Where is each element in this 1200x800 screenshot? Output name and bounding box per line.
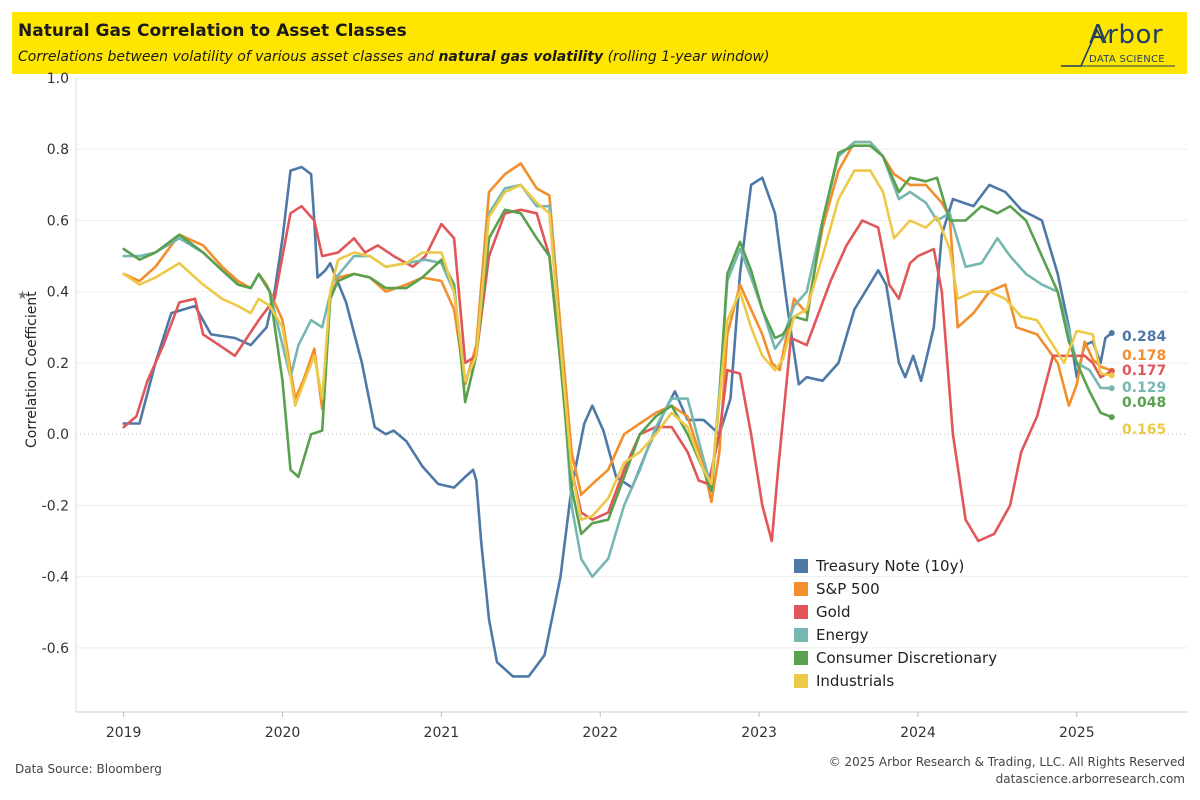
pin-icon: ★ (17, 288, 28, 302)
legend-item-gold[interactable]: Gold (794, 600, 997, 623)
legend-swatch (794, 650, 808, 665)
end-label-energy: 0.129 (1122, 380, 1166, 396)
end-point-gold (1108, 368, 1115, 375)
legend-label: Consumer Discretionary (816, 648, 998, 667)
subtitle-text-start: Correlations between volatility of vario… (18, 49, 439, 65)
subtitle-text-bold: natural gas volatility (438, 49, 604, 65)
y-tick-label: 0.0 (47, 427, 69, 443)
chart-header: Natural Gas Correlation to Asset Classes… (12, 12, 1187, 74)
legend-item-industrials[interactable]: Industrials (794, 669, 997, 692)
legend-item-energy[interactable]: Energy (794, 623, 997, 646)
legend-item-consumer-discretionary[interactable]: Consumer Discretionary (794, 646, 997, 669)
chart-legend: Treasury Note (10y) S&P 500 Gold Energy Cons… (794, 554, 997, 692)
end-point-energy (1108, 385, 1115, 392)
series-line-industrials (122, 169, 1113, 521)
end-label-industrials: 0.165 (1122, 422, 1166, 438)
end-point-industrials (1108, 372, 1115, 379)
x-tick-label: 2025 (1059, 725, 1095, 741)
legend-swatch (794, 673, 808, 688)
website-link[interactable]: datascience.arborresearch.com (995, 772, 1185, 786)
legend-label: S&P 500 (816, 579, 880, 598)
legend-label: Gold (816, 602, 851, 621)
x-tick-label: 2020 (265, 725, 301, 741)
logo-subtext: DATA SCIENCE (1089, 54, 1165, 65)
series-line-energy (122, 140, 1113, 578)
y-tick-label: 0.8 (47, 142, 69, 158)
y-tick-label: 0.4 (47, 285, 69, 301)
end-point-consumer-discretionary (1108, 414, 1115, 421)
y-tick-label: -0.4 (42, 570, 69, 586)
x-tick-label: 2023 (741, 725, 777, 741)
y-tick-label: -0.2 (42, 498, 69, 514)
y-tick-label: 1.0 (47, 71, 69, 87)
y-tick-label: 0.2 (47, 356, 69, 372)
series-line-consumer-discretionary (122, 144, 1113, 536)
x-tick-label: 2019 (106, 725, 142, 741)
x-tick-label: 2021 (424, 725, 460, 741)
end-label-consumer-discretionary: 0.048 (1122, 395, 1166, 411)
end-label-treasury-note-10y: 0.284 (1122, 329, 1167, 345)
logo-word: Arbor (1089, 20, 1164, 50)
end-point-treasury-note-10y (1108, 330, 1115, 337)
chart-title: Natural Gas Correlation to Asset Classes (18, 21, 407, 41)
legend-label: Treasury Note (10y) (816, 556, 965, 575)
data-source: Data Source: Bloomberg (15, 762, 162, 776)
footer-credits: © 2025 Arbor Research & Trading, LLC. Al… (829, 754, 1185, 788)
legend-swatch (794, 604, 808, 619)
x-tick-label: 2024 (900, 725, 936, 741)
legend-label: Energy (816, 625, 869, 644)
legend-item-s-p-500[interactable]: S&P 500 (794, 577, 997, 600)
legend-label: Industrials (816, 671, 895, 690)
end-label-s-p-500: 0.178 (1122, 348, 1166, 364)
legend-swatch (794, 581, 808, 596)
y-tick-label: -0.6 (42, 641, 69, 657)
legend-item-treasury-note-10y[interactable]: Treasury Note (10y) (794, 554, 997, 577)
copyright-text: © 2025 Arbor Research & Trading, LLC. Al… (828, 755, 1185, 769)
legend-swatch (794, 558, 808, 573)
subtitle-text-end: (rolling 1-year window) (603, 49, 770, 65)
logo-mark-icon (1061, 28, 1175, 67)
x-tick-label: 2022 (582, 725, 618, 741)
chart-subtitle: Correlations between volatility of vario… (18, 49, 769, 65)
end-label-gold: 0.177 (1122, 363, 1166, 379)
arbor-logo: Arbor DATA SCIENCE (1059, 18, 1177, 70)
legend-swatch (794, 627, 808, 642)
y-tick-label: 0.6 (47, 213, 69, 229)
series-line-s-p-500 (122, 140, 1113, 504)
